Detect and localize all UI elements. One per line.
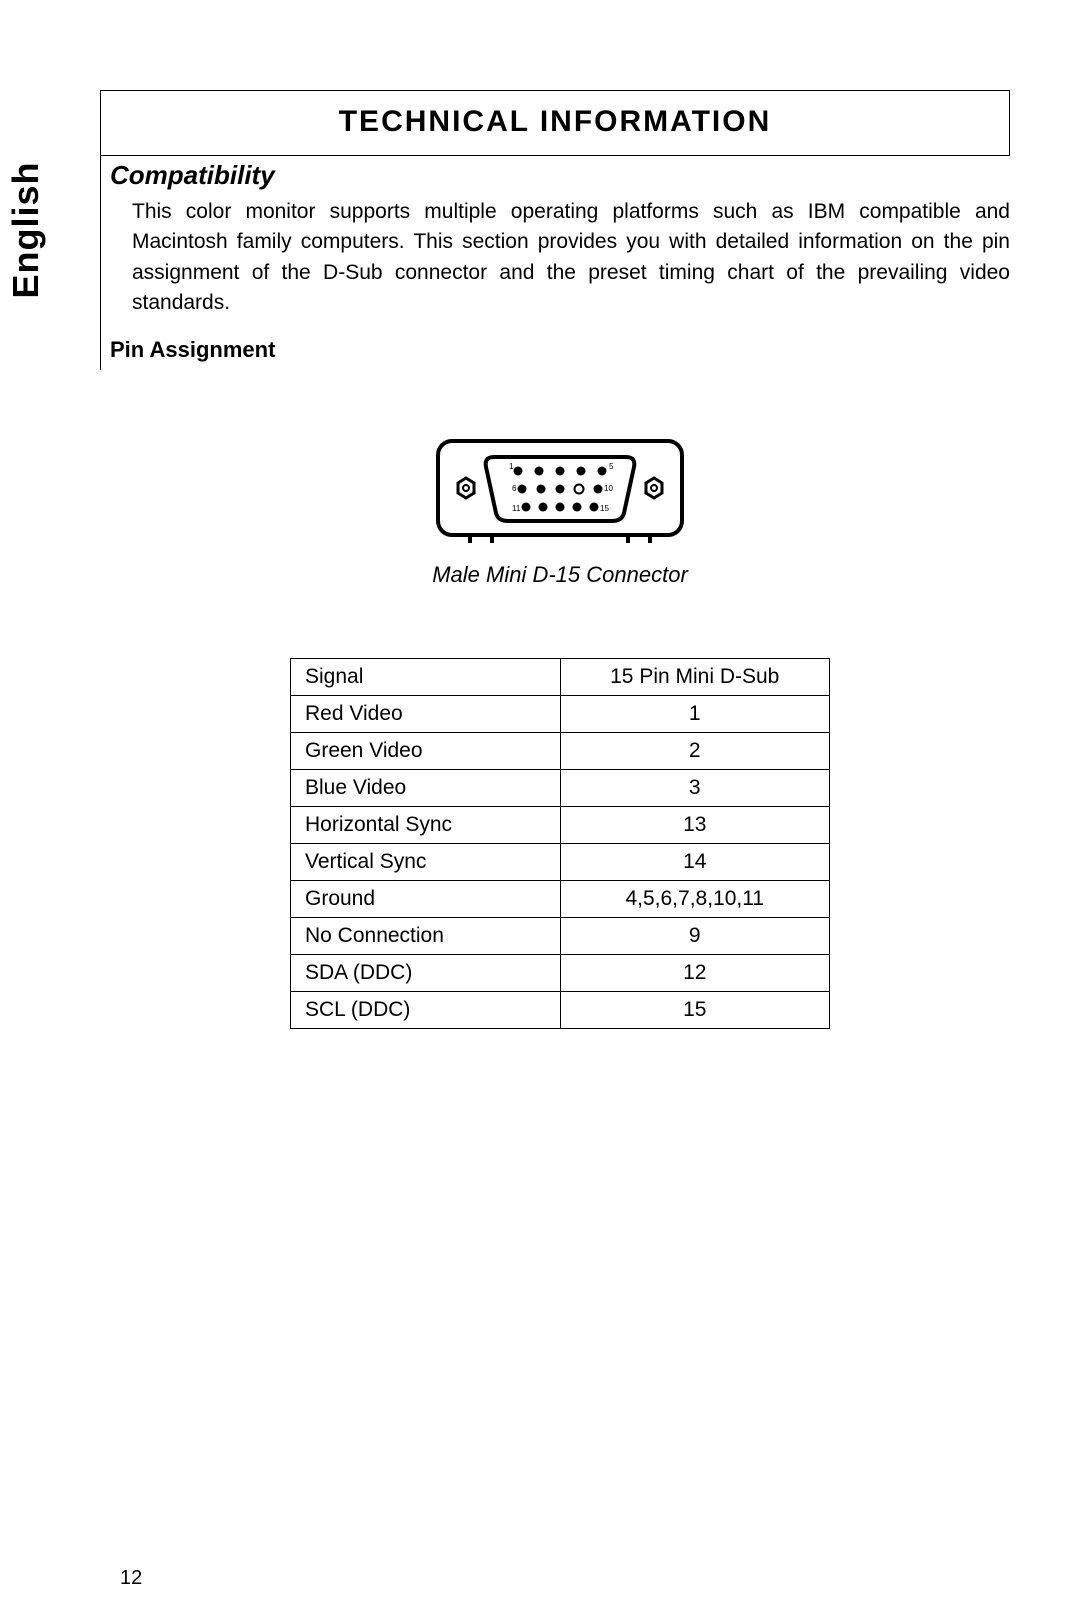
table-row: No Connection9	[291, 917, 830, 954]
pin-label-11: 11	[512, 504, 521, 513]
table-row: Horizontal Sync13	[291, 806, 830, 843]
cell-signal: Red Video	[291, 695, 561, 732]
cell-pins: 14	[560, 843, 830, 880]
d-sub-connector-icon: 1 5 6 10 11 15	[430, 433, 690, 543]
cell-signal: No Connection	[291, 917, 561, 954]
pin-label-15: 15	[600, 504, 609, 513]
table-row: SCL (DDC)15	[291, 991, 830, 1028]
cell-signal: SCL (DDC)	[291, 991, 561, 1028]
table-row: Blue Video3	[291, 769, 830, 806]
table-header-pins: 15 Pin Mini D-Sub	[560, 658, 830, 695]
cell-pins: 15	[560, 991, 830, 1028]
table-header-signal: Signal	[291, 658, 561, 695]
cell-signal: Ground	[291, 880, 561, 917]
cell-pins: 4,5,6,7,8,10,11	[560, 880, 830, 917]
pin-label-10: 10	[604, 484, 613, 493]
cell-signal: Blue Video	[291, 769, 561, 806]
connector-caption: Male Mini D-15 Connector	[110, 562, 1010, 588]
pin-assignment-table: Signal 15 Pin Mini D-Sub Red Video1 Gree…	[290, 658, 830, 1029]
table-header-row: Signal 15 Pin Mini D-Sub	[291, 658, 830, 695]
cell-pins: 9	[560, 917, 830, 954]
table-row: Vertical Sync14	[291, 843, 830, 880]
cell-signal: Vertical Sync	[291, 843, 561, 880]
section-subtitle: Compatibility	[110, 160, 1010, 191]
page-title: TECHNICAL INFORMATION	[101, 105, 1009, 139]
pin-label-1: 1	[509, 462, 514, 471]
cell-pins: 2	[560, 732, 830, 769]
section-header-box: TECHNICAL INFORMATION	[100, 90, 1010, 156]
connector-diagram: 1 5 6 10 11 15 Male Mini D-15 Connector	[110, 433, 1010, 588]
language-label: English	[5, 150, 47, 310]
cell-pins: 13	[560, 806, 830, 843]
cell-signal: Green Video	[291, 732, 561, 769]
content-area: Compatibility This color monitor support…	[110, 160, 1010, 1029]
table-row: Green Video2	[291, 732, 830, 769]
pin-label-5: 5	[609, 462, 614, 471]
table-row: SDA (DDC)12	[291, 954, 830, 991]
page-number: 12	[120, 1567, 142, 1590]
cell-signal: Horizontal Sync	[291, 806, 561, 843]
pin-assignment-heading: Pin Assignment	[110, 337, 1010, 363]
cell-pins: 12	[560, 954, 830, 991]
table-row: Red Video1	[291, 695, 830, 732]
table-row: Ground4,5,6,7,8,10,11	[291, 880, 830, 917]
cell-pins: 1	[560, 695, 830, 732]
cell-pins: 3	[560, 769, 830, 806]
cell-signal: SDA (DDC)	[291, 954, 561, 991]
compatibility-body: This color monitor supports multiple ope…	[110, 197, 1010, 319]
pin-label-6: 6	[512, 484, 517, 493]
